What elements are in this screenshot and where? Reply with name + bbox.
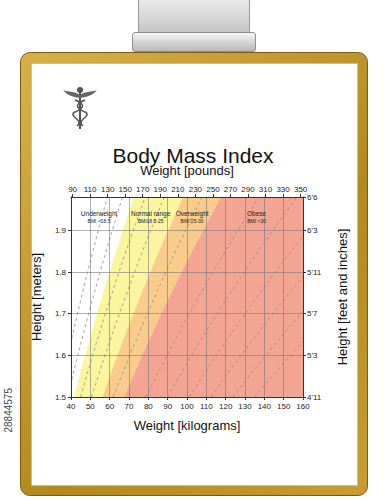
- svg-text:110: 110: [84, 185, 97, 194]
- svg-text:BMI18.5-25: BMI18.5-25: [138, 218, 164, 224]
- svg-text:140: 140: [258, 402, 272, 411]
- svg-text:Body Mass Index: Body Mass Index: [112, 144, 274, 167]
- svg-text:BMI >30: BMI >30: [247, 218, 266, 224]
- svg-text:1.9: 1.9: [55, 226, 67, 235]
- svg-text:100: 100: [180, 402, 194, 411]
- svg-text:Height [feet and inches]: Height [feet and inches]: [335, 229, 350, 366]
- svg-text:BMI <18.5: BMI <18.5: [88, 218, 111, 224]
- svg-text:Normal range: Normal range: [131, 210, 171, 218]
- svg-text:5'11: 5'11: [307, 268, 322, 277]
- svg-text:6'3: 6'3: [307, 226, 318, 235]
- svg-text:50: 50: [86, 402, 95, 411]
- svg-text:60: 60: [105, 402, 114, 411]
- svg-text:70: 70: [125, 402, 134, 411]
- svg-text:210: 210: [171, 185, 185, 194]
- svg-text:5'7: 5'7: [307, 309, 318, 318]
- svg-text:130: 130: [101, 185, 115, 194]
- svg-text:BMI 25-30: BMI 25-30: [181, 218, 204, 224]
- svg-text:1.6: 1.6: [55, 351, 67, 360]
- svg-text:1.5: 1.5: [55, 393, 67, 402]
- svg-text:80: 80: [144, 402, 153, 411]
- svg-text:90: 90: [163, 402, 172, 411]
- svg-text:Weight [pounds]: Weight [pounds]: [140, 163, 234, 178]
- svg-text:90: 90: [68, 185, 77, 194]
- svg-text:290: 290: [241, 185, 255, 194]
- svg-text:150: 150: [119, 185, 133, 194]
- svg-text:Weight [kilograms]: Weight [kilograms]: [134, 418, 241, 433]
- svg-text:Underweight: Underweight: [81, 210, 118, 218]
- svg-text:150: 150: [277, 402, 291, 411]
- svg-text:250: 250: [206, 185, 220, 194]
- svg-text:130: 130: [238, 402, 252, 411]
- svg-text:270: 270: [224, 185, 238, 194]
- svg-text:160: 160: [296, 402, 310, 411]
- svg-text:110: 110: [200, 402, 213, 411]
- svg-text:6'6: 6'6: [307, 193, 318, 202]
- svg-text:1.7: 1.7: [55, 309, 67, 318]
- html-text:28844575: 28844575: [3, 388, 14, 433]
- svg-text:350: 350: [294, 185, 308, 194]
- svg-text:5'3: 5'3: [307, 351, 318, 360]
- svg-text:4'11: 4'11: [307, 393, 322, 402]
- svg-text:40: 40: [67, 402, 76, 411]
- svg-text:330: 330: [276, 185, 290, 194]
- svg-text:170: 170: [136, 185, 150, 194]
- svg-text:Obese: Obese: [247, 210, 267, 217]
- svg-text:1.8: 1.8: [55, 268, 67, 277]
- svg-text:Height [meters]: Height [meters]: [29, 253, 44, 341]
- svg-text:310: 310: [259, 185, 273, 194]
- svg-text:230: 230: [189, 185, 203, 194]
- svg-text:190: 190: [154, 185, 168, 194]
- svg-text:Overweight: Overweight: [176, 210, 209, 218]
- svg-text:120: 120: [219, 402, 233, 411]
